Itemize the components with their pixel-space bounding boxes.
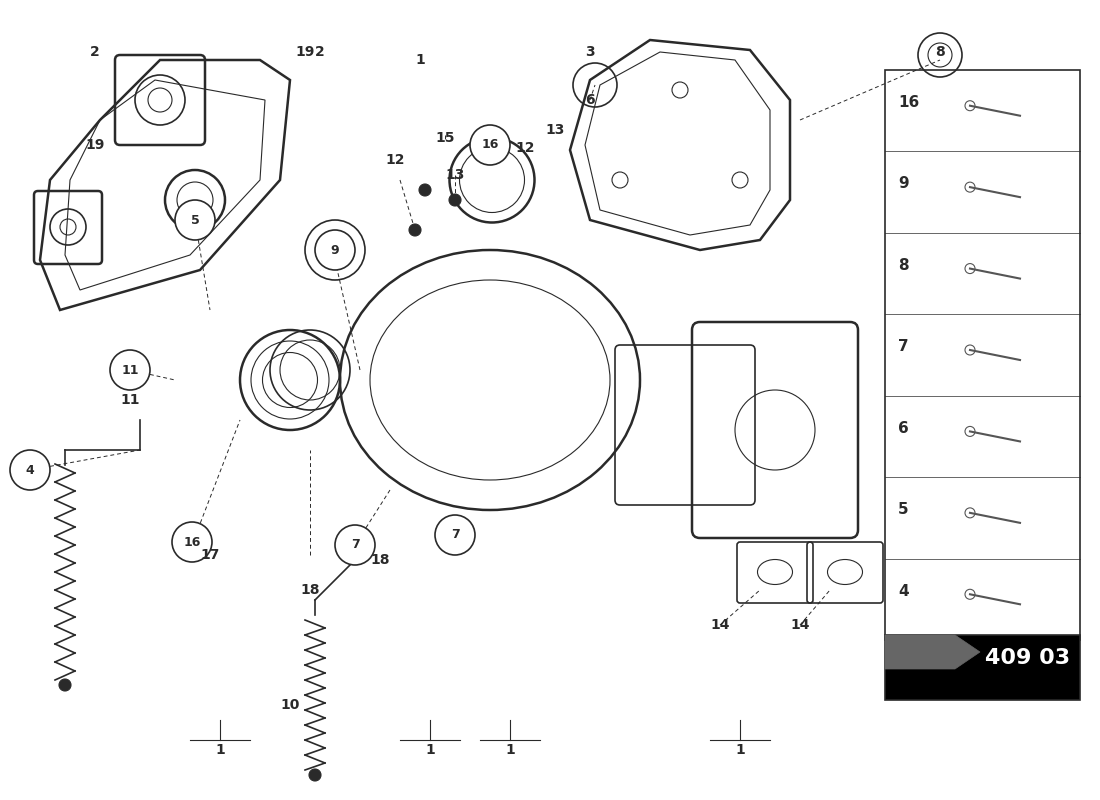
Text: 16: 16: [898, 95, 920, 110]
Text: 18: 18: [300, 583, 320, 597]
Text: 12: 12: [385, 153, 405, 167]
Circle shape: [172, 522, 212, 562]
Text: 5: 5: [190, 214, 199, 226]
Text: 1: 1: [505, 743, 515, 757]
Text: 8: 8: [898, 258, 909, 273]
Text: 7: 7: [451, 529, 460, 542]
Text: 19: 19: [295, 45, 315, 59]
Circle shape: [59, 679, 72, 691]
Circle shape: [470, 125, 510, 165]
Text: 9: 9: [898, 177, 909, 191]
Text: 12: 12: [515, 141, 535, 155]
Circle shape: [175, 200, 214, 240]
Text: 13: 13: [446, 168, 464, 182]
Text: 16: 16: [482, 138, 498, 151]
Text: 10: 10: [280, 698, 299, 712]
Text: 18: 18: [371, 553, 389, 567]
Text: 1: 1: [415, 53, 425, 67]
Text: 6: 6: [898, 421, 909, 436]
Text: 4: 4: [25, 463, 34, 477]
Text: 1: 1: [735, 743, 745, 757]
Text: 7: 7: [898, 339, 909, 354]
Circle shape: [449, 194, 461, 206]
Text: 2: 2: [315, 45, 324, 59]
Text: 409 03: 409 03: [984, 648, 1070, 668]
Text: 11: 11: [121, 363, 139, 377]
Text: 7: 7: [351, 538, 360, 551]
Text: 13: 13: [546, 123, 564, 137]
Circle shape: [434, 515, 475, 555]
Circle shape: [110, 350, 150, 390]
Text: 3: 3: [585, 45, 595, 59]
Text: 1: 1: [425, 743, 435, 757]
Circle shape: [419, 184, 431, 196]
Text: 9: 9: [331, 243, 339, 257]
Text: 2: 2: [90, 45, 100, 59]
Text: 4: 4: [898, 584, 909, 598]
Polygon shape: [886, 635, 980, 669]
Circle shape: [336, 525, 375, 565]
Text: 15: 15: [436, 131, 454, 145]
Text: 1: 1: [216, 743, 224, 757]
Text: 8: 8: [935, 45, 945, 59]
Circle shape: [309, 769, 321, 781]
Circle shape: [315, 230, 355, 270]
Text: 19: 19: [86, 138, 104, 152]
Text: 6: 6: [585, 93, 595, 107]
Text: 11: 11: [120, 393, 140, 407]
Text: 5: 5: [898, 502, 909, 518]
Text: 14: 14: [711, 618, 729, 632]
Circle shape: [10, 450, 49, 490]
Circle shape: [409, 224, 421, 236]
Text: 16: 16: [184, 535, 200, 549]
Text: 14: 14: [790, 618, 810, 632]
FancyBboxPatch shape: [886, 635, 1080, 700]
Text: 17: 17: [200, 548, 220, 562]
